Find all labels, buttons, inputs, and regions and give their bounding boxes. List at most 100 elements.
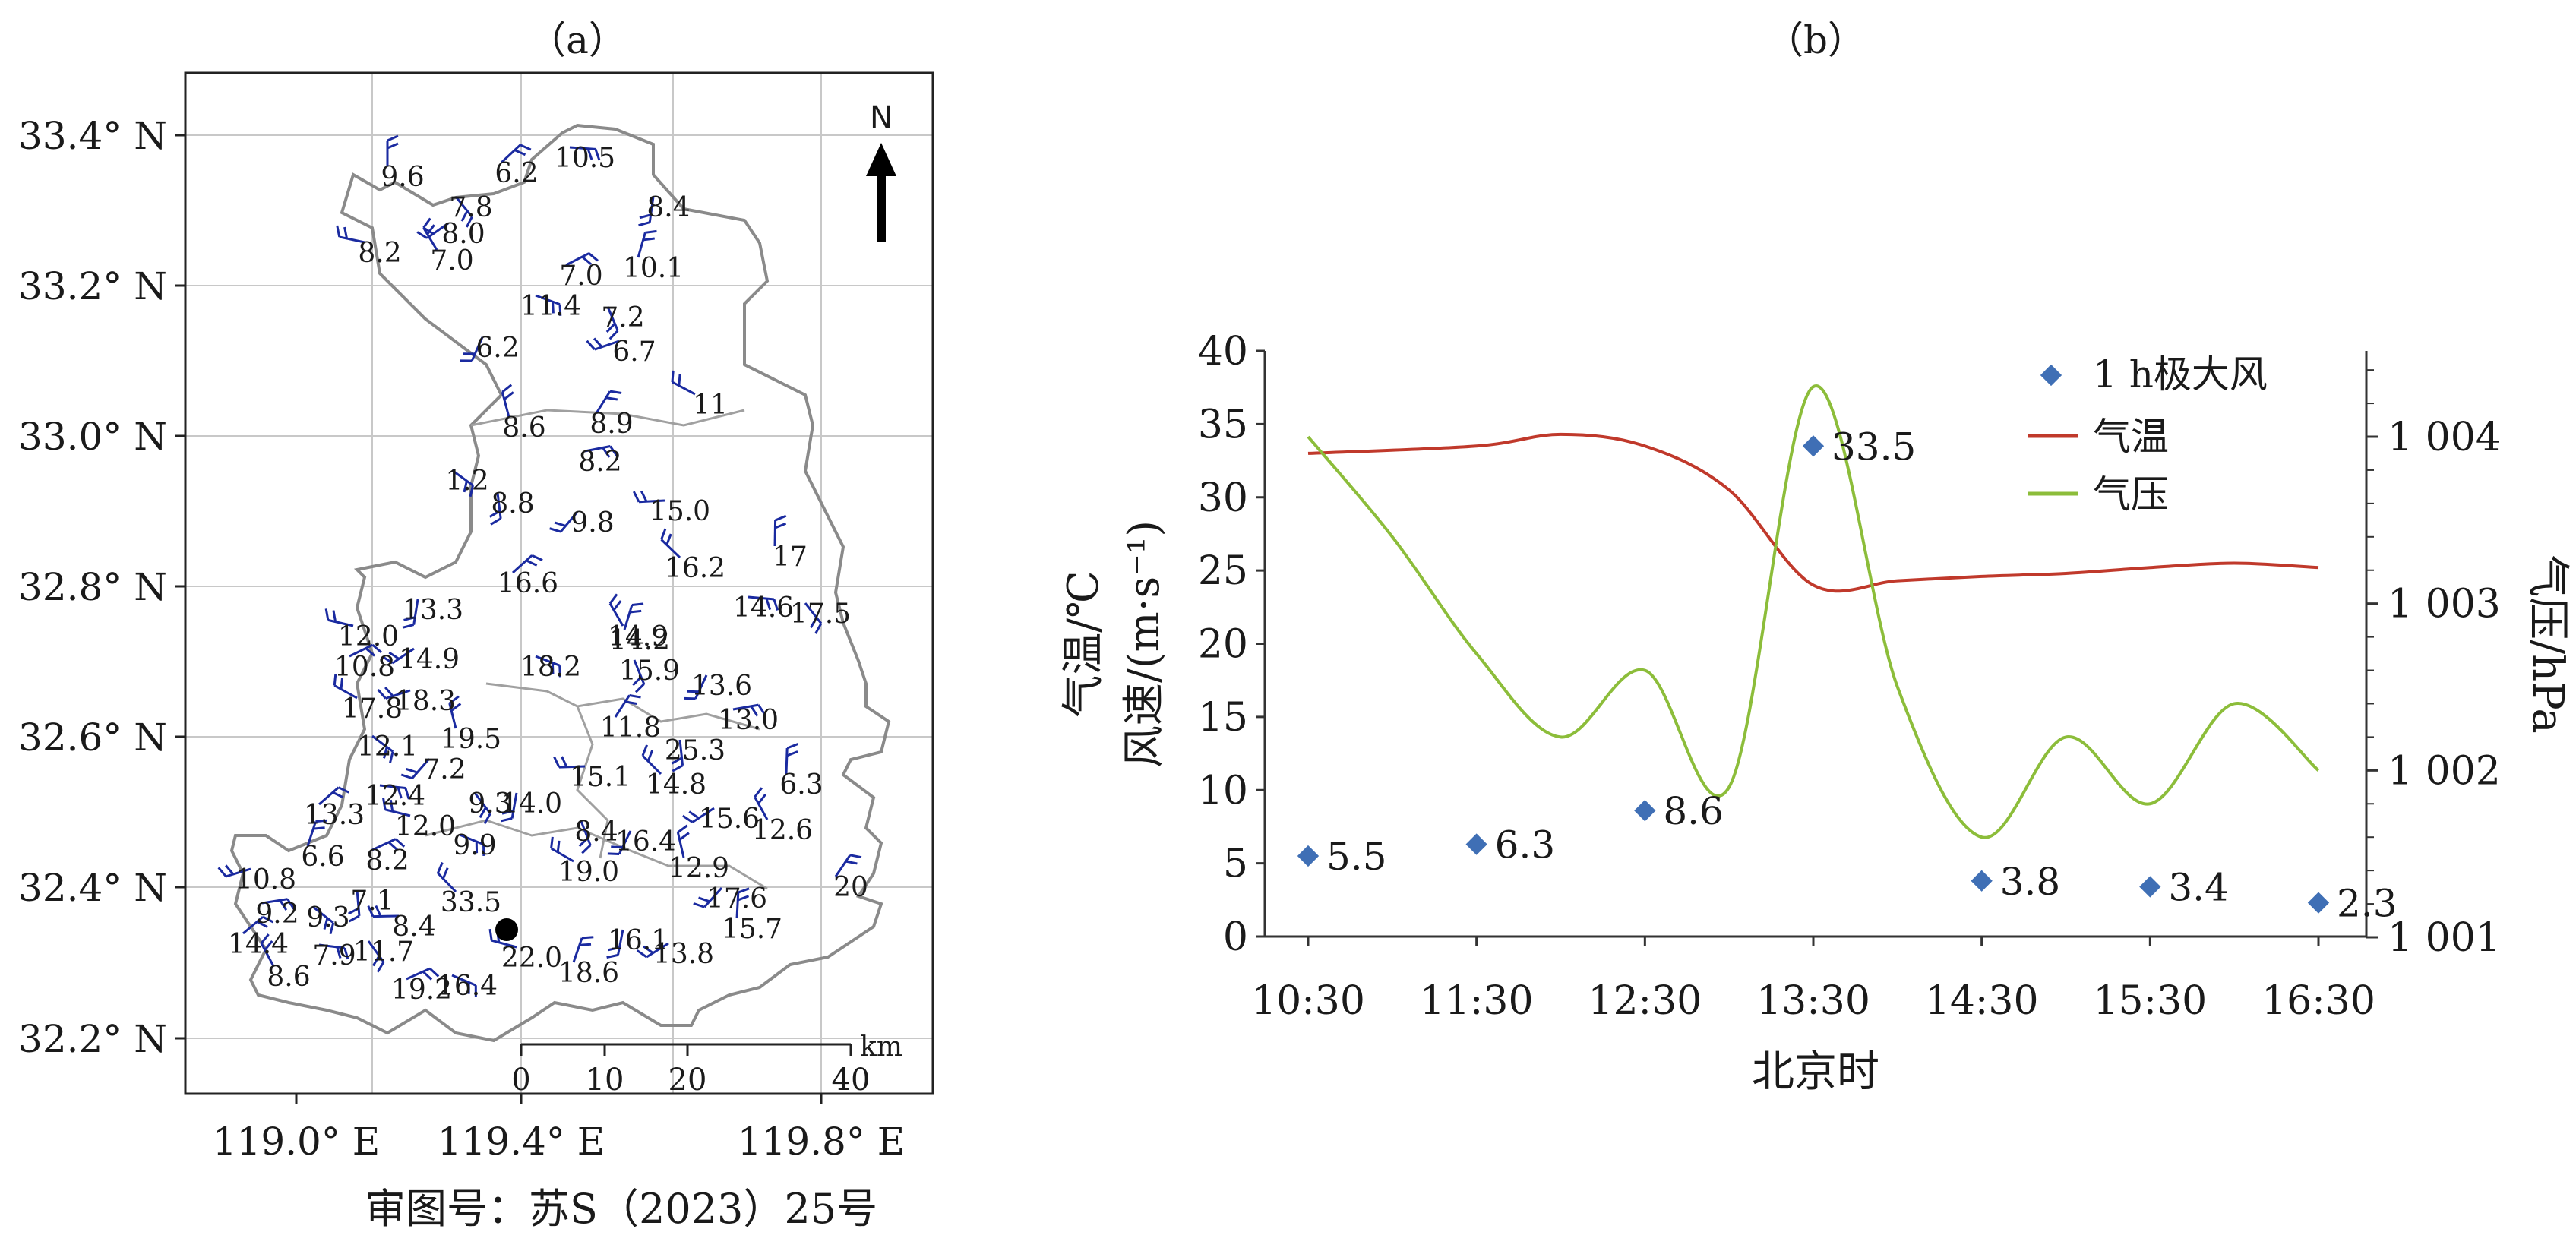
wind-barb-feather — [641, 744, 649, 757]
gust-data-label: 6.3 — [1495, 823, 1556, 867]
station-wind-value: 9.3 — [468, 788, 511, 820]
county-boundary — [470, 409, 745, 427]
left-y-tick-label: 30 — [1198, 475, 1248, 521]
wind-barb-icon — [333, 674, 358, 700]
station-wind-value: 8.8 — [491, 488, 534, 520]
gust-point — [2139, 876, 2161, 898]
wind-barb-feather — [479, 807, 487, 819]
station-wind-value: 16.1 — [608, 925, 668, 956]
wind-barb-icon — [632, 659, 646, 693]
wind-barb-icon — [549, 511, 579, 533]
wind-barb-feather — [754, 787, 763, 798]
wind-barb-shaft — [491, 939, 517, 949]
station-wind-value: 13.6 — [691, 671, 752, 702]
lat-tick-label: 33.2° N — [18, 264, 167, 308]
wind-barb-feather — [503, 391, 514, 400]
wind-barb-feather — [460, 210, 469, 222]
wind-barb-shaft — [339, 235, 365, 244]
x-tick-label: 15:30 — [2093, 978, 2207, 1024]
gust-point — [1297, 845, 1320, 867]
wind-barb-icon — [400, 758, 431, 780]
wind-barb-feather — [581, 255, 593, 266]
wind-barb-feather — [441, 867, 449, 880]
wind-barb-feather — [810, 617, 818, 628]
wind-barb-feather — [348, 914, 360, 923]
station-wind-value: 14.4 — [228, 929, 289, 960]
wind-barb-feather — [387, 134, 399, 142]
wind-barb-icon — [349, 643, 383, 658]
wind-barb-icon — [448, 695, 462, 729]
region-boundary — [229, 123, 891, 1043]
wind-barb-feather — [406, 768, 418, 774]
wind-barb-shaft — [637, 232, 646, 258]
wind-barb-shaft — [459, 833, 485, 846]
wind-barb-feather — [553, 756, 561, 768]
wind-barb-icon — [671, 739, 684, 772]
wind-barb-icon — [632, 490, 665, 504]
station-wind-value: 10.1 — [623, 253, 684, 284]
wind-barb-shaft — [412, 599, 419, 625]
wind-barb-shaft — [426, 222, 449, 239]
wind-barb-feather — [558, 665, 561, 678]
wind-barb-shaft — [569, 146, 596, 150]
station-wind-value: 16.4 — [615, 826, 676, 858]
station-wind-value: 12.0 — [395, 811, 456, 842]
station-wind-value: 9.9 — [453, 830, 496, 861]
wind-barb-feather — [400, 773, 413, 780]
lat-tick-label: 32.4° N — [18, 866, 167, 910]
station-wind-value: 7.1 — [350, 886, 394, 917]
wind-barb-feather — [313, 826, 325, 830]
wind-barb-shaft — [672, 381, 696, 396]
wind-barb-feather — [609, 390, 622, 394]
wind-barb-feather — [388, 651, 400, 660]
wind-barb-feather — [469, 485, 474, 497]
wind-barb-shaft — [623, 605, 634, 630]
station-wind-value: 8.6 — [267, 962, 310, 993]
wind-barb-feather — [611, 845, 623, 849]
wind-barb-icon — [318, 943, 349, 960]
wind-barb-feather — [643, 945, 654, 954]
left-y-tick-label: 5 — [1223, 842, 1248, 887]
station-wind-value: 8.9 — [589, 409, 633, 440]
wind-barb-shaft — [594, 340, 620, 351]
wind-barb-icon — [754, 787, 769, 820]
wind-barb-shaft — [703, 886, 723, 908]
wind-barb-feather — [631, 602, 644, 606]
wind-barb-feather — [757, 794, 766, 804]
map-graticule — [185, 73, 933, 1094]
station-wind-value: 12.9 — [668, 853, 729, 884]
wind-barb-shaft — [638, 499, 665, 504]
wind-barb-shaft — [242, 915, 264, 935]
station-wind-value: 15.7 — [722, 914, 782, 945]
wind-barb-shaft — [565, 252, 589, 267]
wind-barb-feather — [336, 946, 342, 959]
wind-barb-feather — [394, 838, 406, 848]
gust-point — [1971, 870, 1993, 892]
wind-barb-feather — [365, 647, 376, 657]
wind-barb-feather — [561, 756, 568, 768]
gust-data-label: 3.8 — [2000, 860, 2061, 904]
north-label: N — [870, 100, 893, 135]
right-y-tick-label: 1 003 — [2388, 582, 2501, 627]
wind-barb-shaft — [617, 929, 624, 956]
wind-barb-feather — [678, 374, 681, 386]
wind-barb-icon — [773, 514, 787, 547]
wind-barb-icon — [785, 743, 798, 775]
wind-barb-shaft — [318, 943, 345, 949]
station-wind-value: 14.9 — [399, 644, 460, 675]
wind-barb-icon — [473, 792, 491, 825]
station-wind-value: 6.2 — [476, 333, 519, 364]
wind-barb-feather — [581, 936, 594, 940]
wind-barb-icon — [422, 217, 438, 251]
station-wind-value: 7.0 — [430, 245, 473, 276]
wind-barb-feather — [262, 915, 274, 924]
wind-barb-shaft — [676, 832, 685, 858]
wind-barb-feather — [556, 840, 561, 853]
station-wind-value: 11.8 — [600, 712, 661, 744]
wind-barb-feather — [773, 599, 779, 611]
wind-barb-feather — [552, 302, 555, 314]
wind-barb-feather — [738, 887, 750, 894]
wind-barb-shaft — [333, 684, 358, 700]
wind-barb-feather — [384, 686, 394, 697]
